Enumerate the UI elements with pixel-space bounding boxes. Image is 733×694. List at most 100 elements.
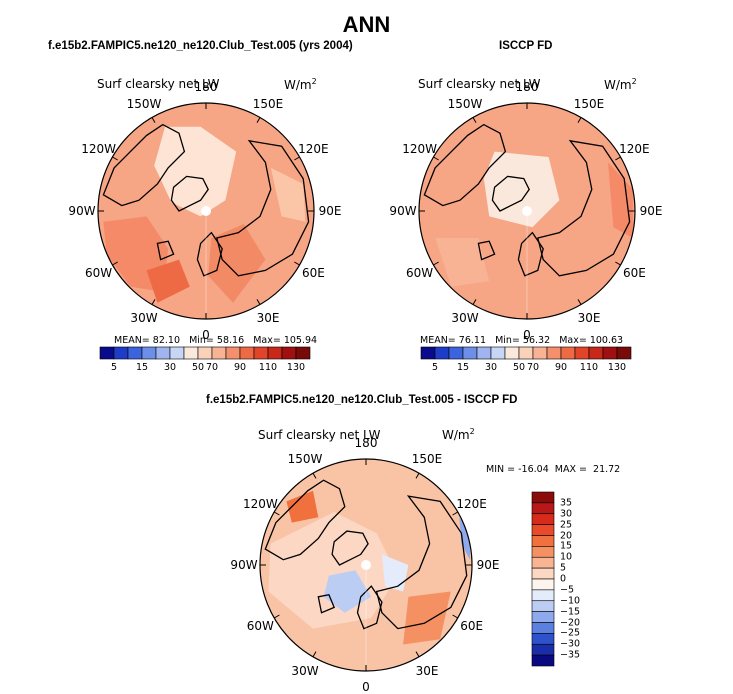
panel1-max-value: 105.94: [283, 335, 318, 346]
lon-label-150e: 150E: [573, 96, 605, 111]
colorbar-swatch: [225, 346, 241, 360]
colorbar-swatch: [183, 346, 199, 360]
lon-label-0: 0: [202, 328, 210, 342]
lon-tick: [415, 651, 420, 658]
lon-tick: [294, 156, 300, 161]
lon-label-90w: 90W: [68, 204, 96, 218]
panel1-max-label: Max=: [253, 335, 281, 346]
pole-hole: [361, 560, 371, 570]
lon-label-0: 0: [523, 328, 531, 342]
lon-tick: [472, 117, 477, 123]
colorbar-swatch: [531, 578, 555, 591]
panel2-variable-label: Surf clearsky net LW: [418, 77, 541, 91]
coastline-north-america: [102, 123, 186, 207]
colorbar-tick-label: 30: [484, 362, 498, 373]
lon-tick: [615, 156, 621, 161]
colorbar-tick-label: 15: [135, 362, 149, 373]
colorbar-swatch: [531, 589, 555, 602]
lon-label-90e: 90E: [639, 204, 663, 218]
field-patch: [459, 517, 470, 560]
colorbar-swatch: [239, 346, 255, 360]
lon-tick: [151, 299, 156, 305]
panel3-colorbar: [531, 491, 555, 667]
lon-label-60w: 60W: [85, 266, 113, 280]
coastline-iceland-uk: [317, 593, 336, 614]
colorbar-tick-label: 35: [560, 497, 573, 509]
pole-hole: [201, 206, 211, 216]
colorbar-swatch: [546, 346, 562, 360]
colorbar-swatch: [531, 622, 555, 634]
colorbar-tick-label: −20: [560, 617, 581, 628]
lon-tick: [112, 261, 118, 266]
colorbar-tick-label: 25: [560, 519, 573, 531]
lon-label-60e: 60E: [460, 619, 484, 633]
map-field-background: [98, 103, 314, 319]
colorbar-swatch: [504, 346, 520, 360]
panel1-units-label: W/m2: [284, 77, 317, 92]
panel2-min-value: 56.32: [522, 335, 551, 346]
panel2-mean-value: 76.11: [458, 335, 486, 346]
coastline-iceland-uk: [156, 240, 175, 261]
panel3-units-label: W/m2: [442, 427, 475, 442]
lon-tick: [273, 511, 280, 516]
colorbar-swatch: [560, 346, 576, 360]
colorbar-swatch: [169, 346, 185, 360]
lon-tick: [472, 299, 477, 305]
lon-label-90w: 90W: [389, 204, 417, 218]
panel2-stats: MEAN= 76.11 Min= 56.32 Max= 100.63: [420, 335, 623, 346]
colorbar-swatch: [602, 346, 618, 360]
coastline-eurasia: [537, 139, 631, 277]
colorbar-swatch: [518, 346, 534, 360]
colorbar-swatch: [267, 346, 283, 360]
colorbar-swatch: [476, 346, 492, 360]
panel1-min-value: 58.16: [216, 335, 245, 346]
panel1-mean-label: MEAN=: [114, 335, 150, 346]
colorbar-swatch: [434, 346, 450, 360]
field-patch: [381, 554, 409, 592]
panel2-max-value: 100.63: [589, 335, 624, 346]
colorbar-swatch: [531, 546, 555, 558]
panel2-max-label: Max=: [559, 335, 587, 346]
panel3-min-value: -16.04: [518, 464, 549, 475]
colorbar-tick-label: 70: [526, 362, 540, 373]
lon-tick: [256, 299, 261, 305]
colorbar-tick-label: 90: [554, 362, 568, 373]
map-field-background: [260, 459, 472, 671]
colorbar-swatch: [531, 600, 555, 612]
lon-label-180: 180: [515, 80, 539, 94]
colorbar-tick-label: 15: [560, 540, 573, 552]
lon-label-90e: 90E: [318, 204, 342, 218]
lon-tick: [433, 156, 439, 161]
colorbar-tick-label: −30: [560, 638, 581, 650]
panel3-max-value: 21.72: [593, 464, 621, 475]
lon-label-0: 0: [362, 680, 370, 694]
panel3-max-label: MAX =: [554, 464, 587, 475]
colorbar-swatch: [420, 346, 436, 360]
lon-label-30w: 30W: [451, 311, 479, 326]
panel1-min-label: Min=: [189, 335, 214, 346]
map-border: [259, 458, 473, 672]
colorbar-tick-label: 15: [456, 362, 470, 373]
colorbar-tick-label: 70: [205, 362, 219, 373]
field-patch: [103, 216, 169, 292]
lon-label-60e: 60E: [622, 266, 646, 280]
lon-label-120e: 120E: [456, 497, 487, 511]
panel1-colorbar: [99, 346, 311, 360]
field-patch: [483, 151, 560, 228]
colorbar-tick-label: 50: [191, 362, 205, 373]
colorbar-tick-label: 90: [233, 362, 247, 373]
colorbar-tick-label: 130: [607, 362, 627, 373]
coastline-north-america: [423, 123, 507, 207]
colorbar-swatch: [127, 346, 143, 360]
colorbar-swatch: [532, 346, 548, 360]
lon-label-60w: 60W: [406, 266, 434, 280]
colorbar-swatch: [531, 502, 555, 515]
field-patch: [608, 162, 633, 238]
colorbar-swatch: [531, 556, 555, 569]
lon-tick: [312, 472, 317, 479]
lon-label-120e: 120E: [619, 142, 650, 156]
colorbar-swatch: [616, 346, 632, 360]
lon-label-180: 180: [354, 436, 378, 450]
panel3-min-label: MIN =: [486, 464, 516, 475]
field-patch: [208, 224, 266, 303]
